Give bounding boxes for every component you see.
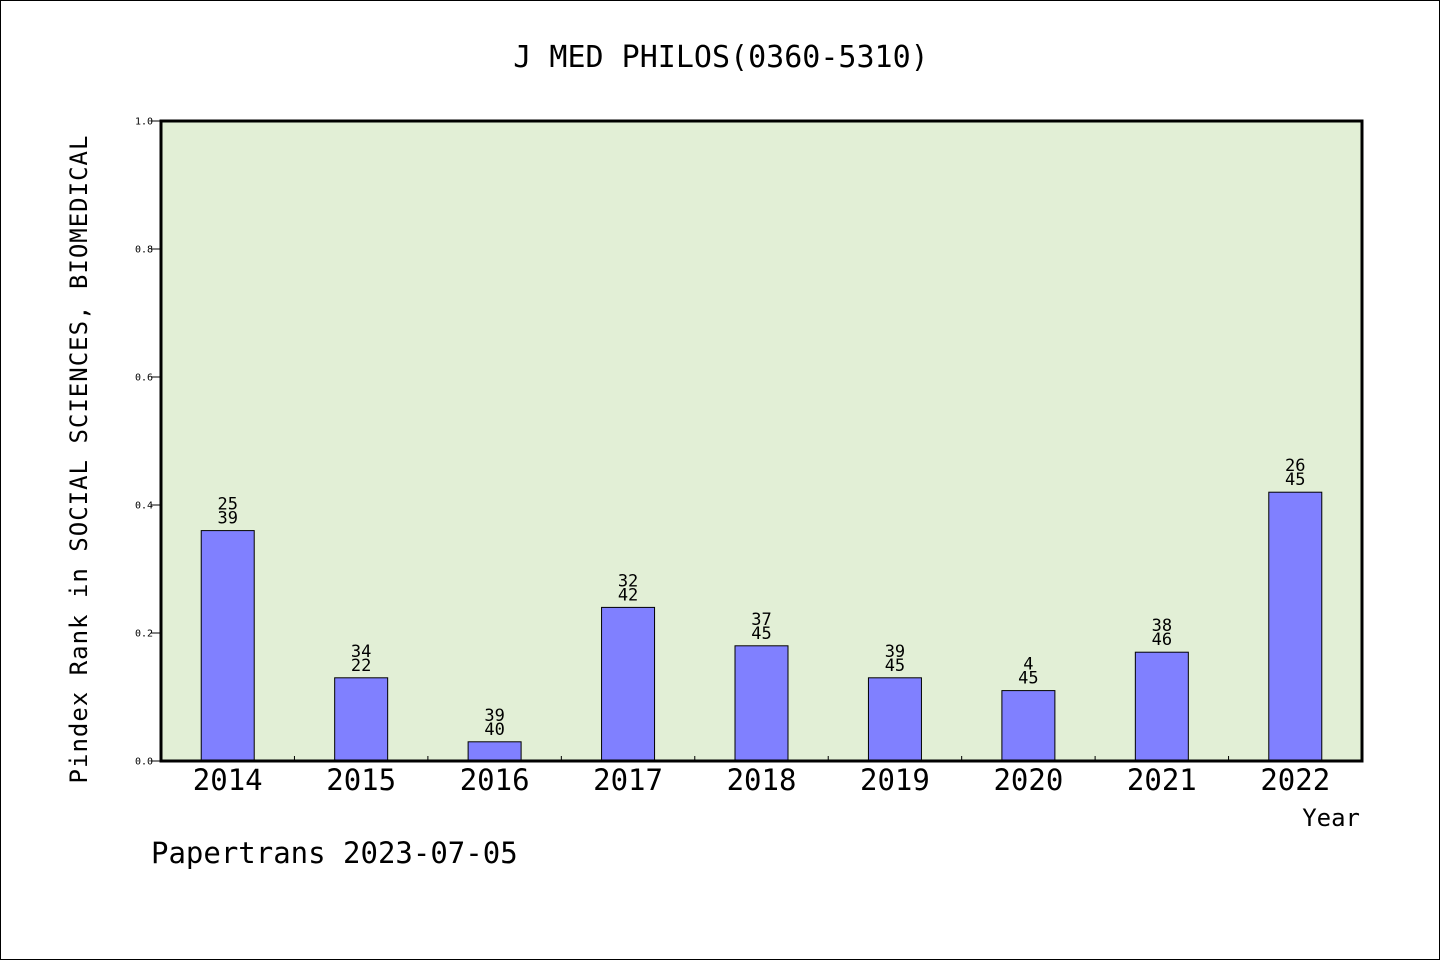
bar-rank-label: 34 bbox=[351, 642, 371, 662]
bar-rank-label: 26 bbox=[1285, 456, 1305, 476]
bar-rank-label: 25 bbox=[217, 495, 237, 515]
chart-title: J MED PHILOS(0360-5310) bbox=[513, 40, 928, 75]
bar-2015 bbox=[334, 677, 389, 762]
bar-total-label: 45 bbox=[885, 656, 905, 676]
bar-total-label: 46 bbox=[1152, 630, 1172, 650]
x-tick-label: 2021 bbox=[1127, 763, 1197, 797]
bar-total-label: 45 bbox=[1018, 669, 1038, 689]
bar-rank-label: 4 bbox=[1023, 655, 1033, 675]
x-tick-label: 2020 bbox=[993, 763, 1063, 797]
x-tick-label: 2014 bbox=[193, 763, 263, 797]
bar-2019 bbox=[867, 677, 922, 762]
x-tick-label: 2016 bbox=[460, 763, 530, 797]
bar-2018 bbox=[734, 645, 789, 762]
x-tick-label: 2017 bbox=[593, 763, 663, 797]
plot-border bbox=[159, 119, 1364, 763]
bar-2017 bbox=[601, 606, 656, 762]
bar-total-label: 40 bbox=[484, 720, 504, 740]
x-tick-label: 2022 bbox=[1260, 763, 1330, 797]
y-tick-label: 0.6 bbox=[135, 373, 153, 384]
x-axis-label: Year bbox=[1302, 804, 1360, 832]
x-tick-label: 2018 bbox=[727, 763, 797, 797]
bar-total-label: 45 bbox=[1285, 470, 1305, 490]
bar-2020 bbox=[1001, 690, 1056, 762]
x-tick-label: 2015 bbox=[326, 763, 396, 797]
y-axis: 0.0 0.2 0.4 0.6 0.8 1.0 bbox=[135, 117, 161, 768]
bar-total-label: 42 bbox=[618, 585, 638, 605]
y-axis-label: Pindex Rank in SOCIAL SCIENCES, BIOMEDIC… bbox=[65, 135, 93, 784]
y-tick-label: 1.0 bbox=[135, 117, 153, 128]
bar-total-label: 39 bbox=[217, 509, 237, 529]
bar-2014 bbox=[200, 530, 255, 762]
bar-rank-label: 32 bbox=[618, 571, 638, 591]
y-tick-label: 0.2 bbox=[135, 629, 153, 640]
bar-2021 bbox=[1134, 651, 1189, 762]
x-axis: 2014 2015 2016 2017 2018 2019 2020 2021 2022 bbox=[193, 756, 1330, 797]
bar-rank-label: 39 bbox=[885, 642, 905, 662]
bar-rank-label: 37 bbox=[751, 610, 771, 630]
footer-credit: Papertrans 2023-07-05 bbox=[151, 836, 518, 870]
y-tick-label: 0.4 bbox=[135, 501, 153, 512]
y-tick-label: 0.0 bbox=[135, 757, 153, 768]
bar-total-label: 45 bbox=[751, 624, 771, 644]
x-tick-label: 2019 bbox=[860, 763, 930, 797]
bar-total-label: 22 bbox=[351, 656, 371, 676]
bars bbox=[200, 491, 1323, 762]
bar-2016 bbox=[467, 741, 522, 762]
bar-2022 bbox=[1268, 491, 1323, 762]
y-tick-label: 0.8 bbox=[135, 245, 153, 256]
bar-rank-label: 39 bbox=[484, 706, 504, 726]
bar-rank-label: 38 bbox=[1152, 616, 1172, 636]
